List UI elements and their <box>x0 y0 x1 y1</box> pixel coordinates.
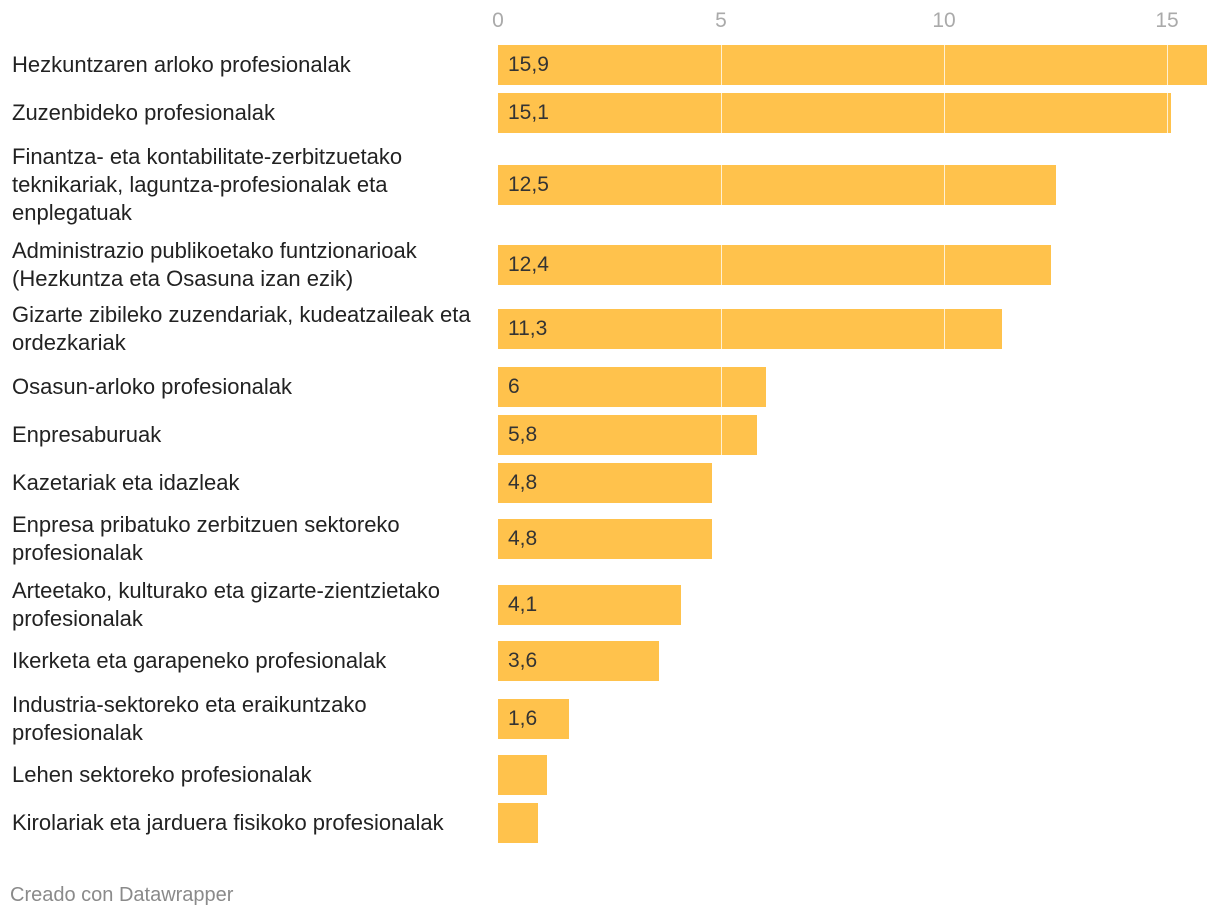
bar-value-label: 4,1 <box>508 593 538 616</box>
bar <box>498 755 548 795</box>
bar-value-label: 4,8 <box>508 527 538 550</box>
credit-text: Creado con Datawrapper <box>10 884 234 906</box>
bar-value-label: 15,1 <box>508 101 549 124</box>
bar-value-label: 3,6 <box>508 649 538 672</box>
category-label: Arteetako, kulturako eta gizarte-zientzi… <box>12 578 441 631</box>
bar <box>498 93 1172 133</box>
bar-value-label: 6 <box>508 375 520 398</box>
bar <box>498 367 766 407</box>
bar <box>498 415 757 455</box>
bar <box>498 245 1052 285</box>
category-label: Osasun-arloko profesionalak <box>12 374 293 399</box>
category-label: Lehen sektoreko profesionalak <box>12 762 312 787</box>
bar-value-label: 4,8 <box>508 471 538 494</box>
bar <box>498 699 570 739</box>
bar-value-label: 11,3 <box>508 317 548 340</box>
x-tick-label: 5 <box>715 9 727 32</box>
category-label: Kazetariak eta idazleak <box>12 470 240 495</box>
x-tick-label: 10 <box>932 9 956 32</box>
bar <box>498 165 1056 205</box>
gridline <box>944 40 945 845</box>
gridline <box>1167 40 1168 845</box>
bar-value-label: 15,9 <box>508 53 549 76</box>
bar <box>498 803 539 843</box>
bar <box>498 519 713 559</box>
category-label: Hezkuntzaren arloko profesionalak <box>12 52 351 77</box>
bar-chart: Hezkuntzaren arloko profesionalak 15,9 Zuz… <box>12 9 1208 845</box>
bar <box>498 45 1208 85</box>
bar-value-label: 12,5 <box>508 173 549 196</box>
bar-value-label: 1,6 <box>508 707 538 730</box>
bar-value-label: 12,4 <box>508 253 549 276</box>
bar <box>498 641 659 681</box>
category-label: Gizarte zibileko zuzendariak, kudeatzail… <box>12 302 471 355</box>
category-label: Zuzenbideko profesionalak <box>12 100 275 125</box>
gridline <box>721 40 722 845</box>
bar <box>498 585 681 625</box>
category-label: Enpresaburuak <box>12 422 162 447</box>
category-label: Ikerketa eta garapeneko profesionalak <box>12 648 387 673</box>
category-label: Finantza- eta kontabilitate-zerbitzuetak… <box>12 144 403 225</box>
category-label: Administrazio publikoetako funtzionarioa… <box>12 238 417 291</box>
x-tick-label: 0 <box>492 9 504 32</box>
bar <box>498 309 1002 349</box>
x-tick-label: 15 <box>1155 9 1179 32</box>
category-label: Industria-sektoreko eta eraikuntzako pro… <box>12 692 367 745</box>
category-label: Enpresa pribatuko zerbitzuen sektoreko p… <box>12 512 400 565</box>
bar <box>498 463 713 503</box>
bar-value-label: 5,8 <box>508 423 538 446</box>
category-label: Kirolariak eta jarduera fisikoko profesi… <box>12 810 444 835</box>
